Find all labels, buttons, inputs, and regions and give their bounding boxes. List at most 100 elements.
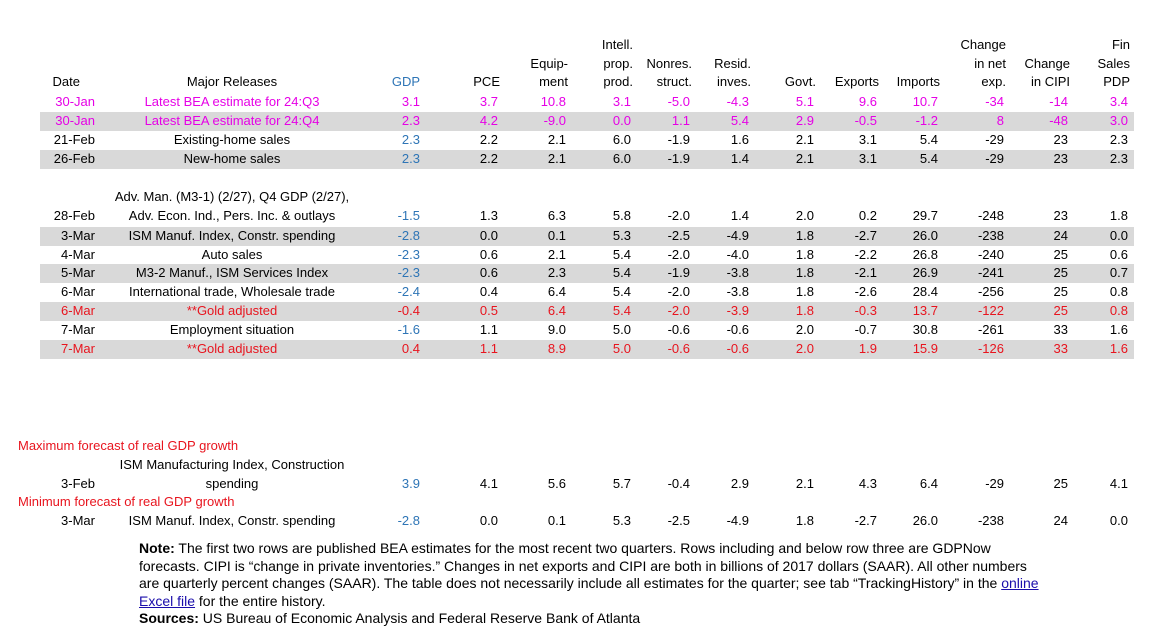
cell: 2.3 (1109, 132, 1128, 147)
cell: 5.0 (612, 341, 631, 356)
cell: 8.9 (547, 341, 566, 356)
cell: -126 (977, 341, 1004, 356)
cell: 26.0 (912, 513, 938, 528)
column-header: PCE (473, 74, 500, 89)
date: 3-Mar (61, 228, 95, 243)
date: 7-Mar (61, 341, 95, 356)
cell: 2.2 (479, 132, 498, 147)
cell: 0.0 (1109, 513, 1128, 528)
cell: 2.2 (479, 151, 498, 166)
row-shade (40, 301, 1134, 321)
cell: 3.9 (401, 476, 420, 491)
cell: -1.9 (667, 132, 690, 147)
cell: 25 (1053, 247, 1068, 262)
row-shade (40, 263, 1134, 283)
release: Latest BEA estimate for 24:Q3 (144, 94, 320, 109)
cell: 9.0 (547, 322, 566, 337)
cell: 1.1 (479, 341, 498, 356)
cell: 3.0 (1109, 113, 1128, 128)
release: International trade, Wholesale trade (129, 284, 335, 299)
cell: 2.1 (547, 151, 566, 166)
cell: 1.1 (671, 113, 690, 128)
cell: -2.1 (854, 265, 877, 280)
release: New-home sales (183, 151, 281, 166)
cell: 6.0 (612, 151, 631, 166)
cell: 29.7 (912, 208, 938, 223)
column-header: GDP (391, 74, 420, 89)
cell: -256 (977, 284, 1004, 299)
column-header: struct. (656, 74, 692, 89)
cell: 1.8 (795, 247, 814, 262)
cell: -0.5 (854, 113, 877, 128)
release: Auto sales (201, 247, 263, 262)
release: Existing-home sales (173, 132, 291, 147)
cell: 1.4 (730, 208, 749, 223)
release: Adv. Econ. Ind., Pers. Inc. & outlays (128, 208, 336, 223)
cell: 2.3 (401, 132, 420, 147)
cell: -2.2 (854, 247, 877, 262)
cell: -238 (977, 228, 1004, 243)
release: Adv. Man. (M3-1) (2/27), Q4 GDP (2/27), (114, 189, 350, 204)
cell: 1.8 (795, 265, 814, 280)
column-header: Change (960, 37, 1006, 52)
date: 4-Mar (61, 247, 95, 262)
column-header: Fin (1111, 37, 1130, 52)
cell: 26.0 (912, 228, 938, 243)
cell: -34 (985, 94, 1004, 109)
cell: -0.6 (726, 322, 749, 337)
column-header: Govt. (784, 74, 816, 89)
cell: 5.8 (612, 208, 631, 223)
cell: -1.9 (667, 151, 690, 166)
date: 28-Feb (53, 208, 95, 223)
cell: 5.1 (795, 94, 814, 109)
row-shade (40, 111, 1134, 131)
cell: 2.1 (795, 476, 814, 491)
cell: 0.6 (1109, 247, 1128, 262)
cell: 2.3 (1109, 151, 1128, 166)
cell: 0.0 (1109, 228, 1128, 243)
column-header: Equip- (530, 55, 568, 71)
cell: 5.4 (919, 151, 938, 166)
cell: 13.7 (912, 303, 938, 318)
cell: 2.3 (401, 151, 420, 166)
cell: 25 (1053, 284, 1068, 299)
cell: 9.6 (858, 94, 877, 109)
column-header: ment (539, 74, 568, 89)
cell: 1.8 (795, 513, 814, 528)
cell: 2.3 (401, 113, 420, 128)
cell: 2.9 (730, 476, 749, 491)
cell: 25 (1053, 303, 1068, 318)
cell: 1.8 (795, 228, 814, 243)
date: 6-Mar (61, 303, 95, 318)
note: Note: The first two rows are published B… (139, 540, 1049, 628)
cell: 1.4 (730, 151, 749, 166)
sources-label: Sources: (139, 610, 199, 627)
cell: 0.7 (1109, 265, 1128, 280)
column-header: prop. (603, 55, 633, 71)
date: 30-Jan (55, 113, 95, 128)
cell: 2.1 (795, 132, 814, 147)
cell: 6.3 (547, 208, 566, 223)
forecast-caption: Maximum forecast of real GDP growth (18, 438, 239, 453)
cell: 26.9 (912, 265, 938, 280)
cell: -0.4 (397, 303, 420, 318)
cell: 5.4 (612, 247, 631, 262)
cell: 0.4 (479, 284, 498, 299)
cell: 5.7 (612, 476, 631, 491)
cell: -29 (985, 151, 1004, 166)
release: Employment situation (169, 322, 295, 337)
cell: 6.4 (547, 284, 566, 299)
release: spending (205, 476, 259, 491)
cell: -1.9 (667, 265, 690, 280)
cell: 1.6 (730, 132, 749, 147)
cell: 2.3 (547, 265, 566, 280)
cell: -248 (977, 208, 1004, 223)
excel-link[interactable]: online Excel file (139, 575, 1039, 609)
cell: 5.3 (612, 513, 631, 528)
cell: 23 (1053, 151, 1068, 166)
cell: -4.9 (726, 228, 749, 243)
cell: 33 (1053, 341, 1068, 356)
column-header: prod. (603, 74, 633, 89)
cell: -1.6 (397, 322, 420, 337)
cell: -3.9 (726, 303, 749, 318)
